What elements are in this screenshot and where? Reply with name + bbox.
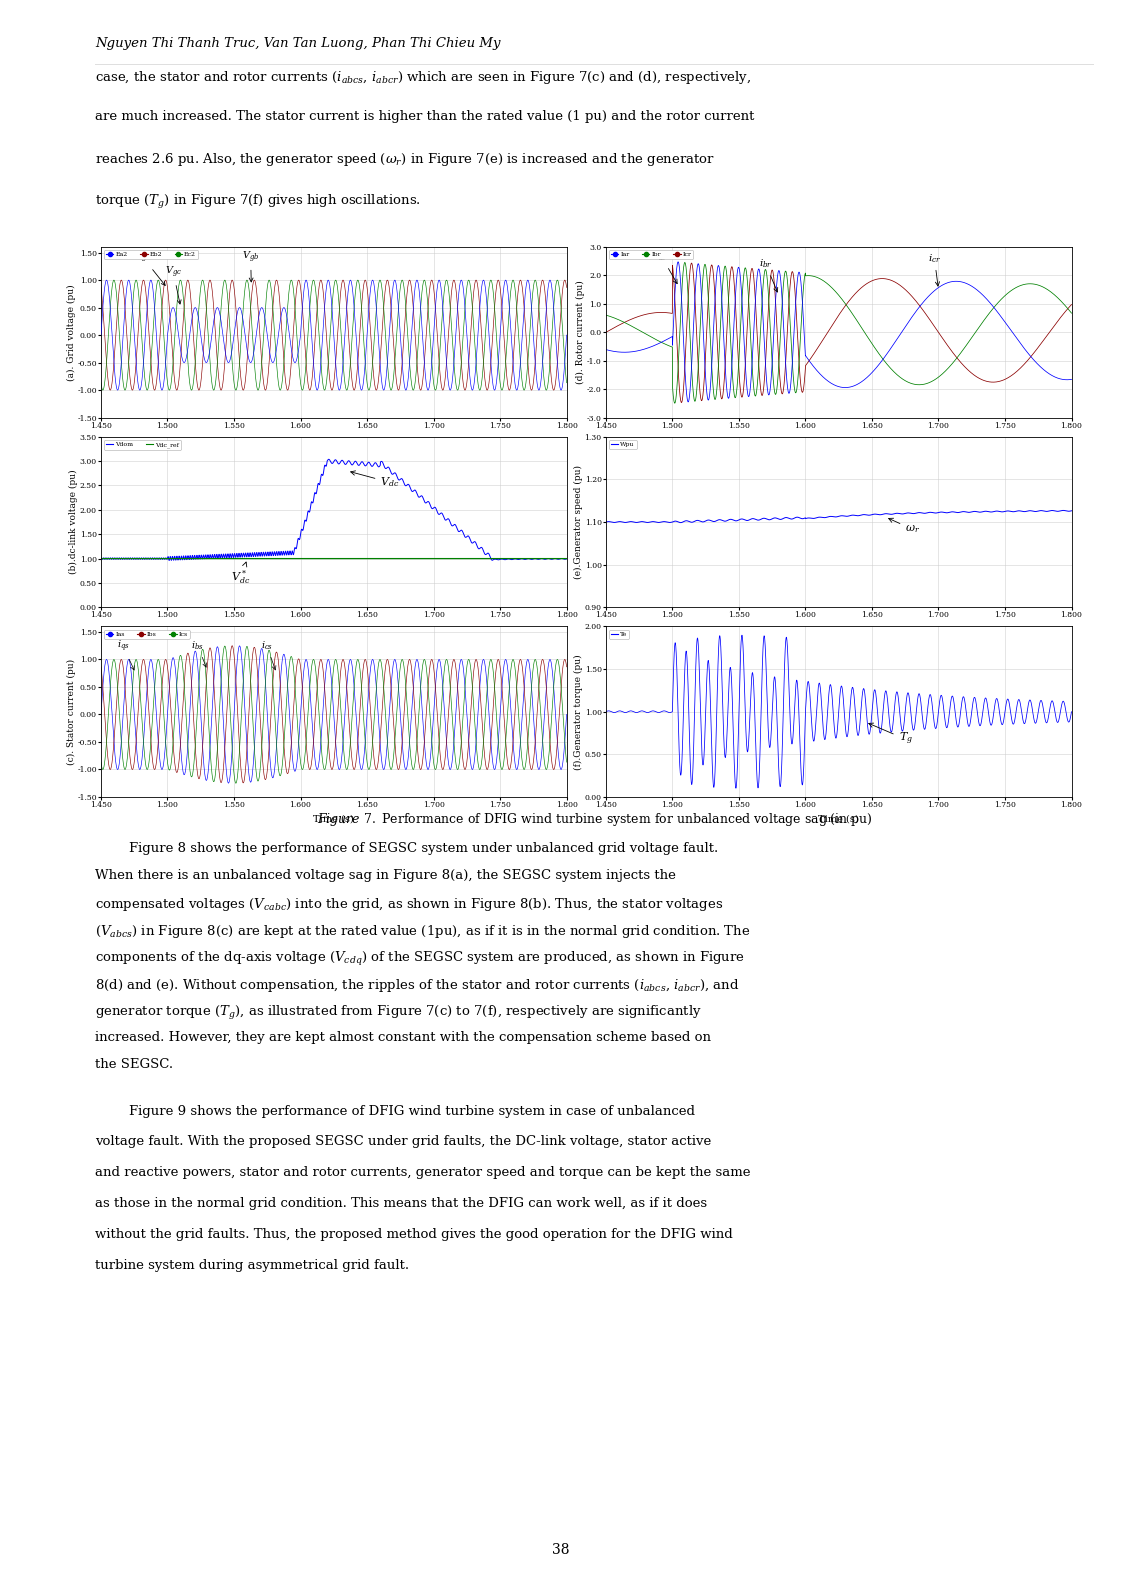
- Text: $V_{gc}$: $V_{gc}$: [165, 265, 182, 304]
- Text: turbine system during asymmetrical grid fault.: turbine system during asymmetrical grid …: [95, 1259, 410, 1272]
- Text: $V_{ga}$: $V_{ga}$: [135, 250, 165, 285]
- X-axis label: Time (s): Time (s): [313, 815, 355, 824]
- Y-axis label: (d). Rotor current (pu): (d). Rotor current (pu): [577, 281, 586, 384]
- Text: $i_{ar}$: $i_{ar}$: [655, 250, 678, 284]
- Text: $\omega_r$: $\omega_r$: [889, 518, 920, 536]
- Text: $\it{Figure\ 7.}$ Performance of DFIG wind turbine system for unbalanced voltage: $\it{Figure\ 7.}$ Performance of DFIG wi…: [316, 811, 873, 827]
- Legend: Ea2, Eb2, Ec2: Ea2, Eb2, Ec2: [104, 250, 197, 260]
- Text: as those in the normal grid condition. This means that the DFIG can work well, a: as those in the normal grid condition. T…: [95, 1197, 708, 1210]
- Text: Nguyen Thi Thanh Truc, Van Tan Luong, Phan Thi Chieu My: Nguyen Thi Thanh Truc, Van Tan Luong, Ph…: [95, 37, 500, 49]
- Y-axis label: (a). Grid voltage (pu): (a). Grid voltage (pu): [66, 284, 76, 381]
- Text: $T_g$: $T_g$: [868, 724, 912, 748]
- Legend: Ias, Ibs, Ics: Ias, Ibs, Ics: [104, 630, 190, 639]
- X-axis label: Time (s): Time (s): [818, 815, 859, 824]
- Text: and reactive powers, stator and rotor currents, generator speed and torque can b: and reactive powers, stator and rotor cu…: [95, 1167, 751, 1180]
- Text: voltage fault. With the proposed SEGSC under grid faults, the DC-link voltage, s: voltage fault. With the proposed SEGSC u…: [95, 1135, 711, 1148]
- Text: Figure 8 shows the performance of SEGSC system under unbalanced grid voltage fau: Figure 8 shows the performance of SEGSC …: [95, 842, 718, 854]
- Text: $V_{gb}$: $V_{gb}$: [242, 250, 259, 282]
- Text: $V^*_{dc}$: $V^*_{dc}$: [231, 563, 250, 587]
- Text: When there is an unbalanced voltage sag in Figure 8(a), the SEGSC system injects: When there is an unbalanced voltage sag …: [95, 869, 677, 881]
- Text: generator torque ($T_g$), as illustrated from Figure 7(c) to 7(f), respectively : generator torque ($T_g$), as illustrated…: [95, 1004, 702, 1022]
- Text: $i_{qs}$: $i_{qs}$: [117, 639, 135, 669]
- Text: case, the stator and rotor currents ($i_{abcs}$, $i_{abcr}$) which are seen in F: case, the stator and rotor currents ($i_…: [95, 69, 752, 86]
- Legend: Iar, Ibr, Icr: Iar, Ibr, Icr: [609, 250, 693, 260]
- Y-axis label: (b).dc-link voltage (pu): (b).dc-link voltage (pu): [70, 470, 79, 574]
- Legend: Wpu: Wpu: [609, 440, 636, 450]
- Text: components of the dq-axis voltage ($V_{cdq}$) of the SEGSC system are produced, : components of the dq-axis voltage ($V_{c…: [95, 950, 745, 968]
- Y-axis label: (e).Generator speed (pu): (e).Generator speed (pu): [574, 465, 583, 579]
- Text: without the grid faults. Thus, the proposed method gives the good operation for : without the grid faults. Thus, the propo…: [95, 1227, 733, 1240]
- Text: $i_{bs}$: $i_{bs}$: [192, 639, 206, 668]
- Text: 8(d) and (e). Without compensation, the ripples of the stator and rotor currents: 8(d) and (e). Without compensation, the …: [95, 977, 739, 993]
- Text: $i_{cs}$: $i_{cs}$: [260, 639, 276, 669]
- Text: Figure 9 shows the performance of DFIG wind turbine system in case of unbalanced: Figure 9 shows the performance of DFIG w…: [95, 1105, 696, 1117]
- Y-axis label: (f).Generator torque (pu): (f).Generator torque (pu): [574, 654, 583, 770]
- Text: increased. However, they are kept almost constant with the compensation scheme b: increased. However, they are kept almost…: [95, 1031, 711, 1044]
- Text: the SEGSC.: the SEGSC.: [95, 1058, 174, 1071]
- Text: torque ($T_g$) in Figure 7(f) gives high oscillations.: torque ($T_g$) in Figure 7(f) gives high…: [95, 193, 421, 210]
- Text: compensated voltages ($V_{cabc}$) into the grid, as shown in Figure 8(b). Thus, : compensated voltages ($V_{cabc}$) into t…: [95, 896, 724, 913]
- Y-axis label: (c). Stator current (pu): (c). Stator current (pu): [66, 658, 76, 765]
- Legend: Te: Te: [609, 630, 629, 639]
- Text: $i_{br}$: $i_{br}$: [758, 258, 778, 292]
- Text: are much increased. The stator current is higher than the rated value (1 pu) and: are much increased. The stator current i…: [95, 110, 755, 123]
- Legend: Vdom, Vdc_ref: Vdom, Vdc_ref: [104, 440, 181, 450]
- Text: 38: 38: [552, 1543, 570, 1557]
- Text: $V_{dc}$: $V_{dc}$: [351, 470, 399, 489]
- Text: reaches 2.6 pu. Also, the generator speed ($\omega_r$) in Figure 7(e) is increas: reaches 2.6 pu. Also, the generator spee…: [95, 151, 716, 169]
- Text: ($V_{abcs}$) in Figure 8(c) are kept at the rated value (1pu), as if it is in th: ($V_{abcs}$) in Figure 8(c) are kept at …: [95, 923, 751, 940]
- Text: $i_{cr}$: $i_{cr}$: [928, 252, 941, 285]
